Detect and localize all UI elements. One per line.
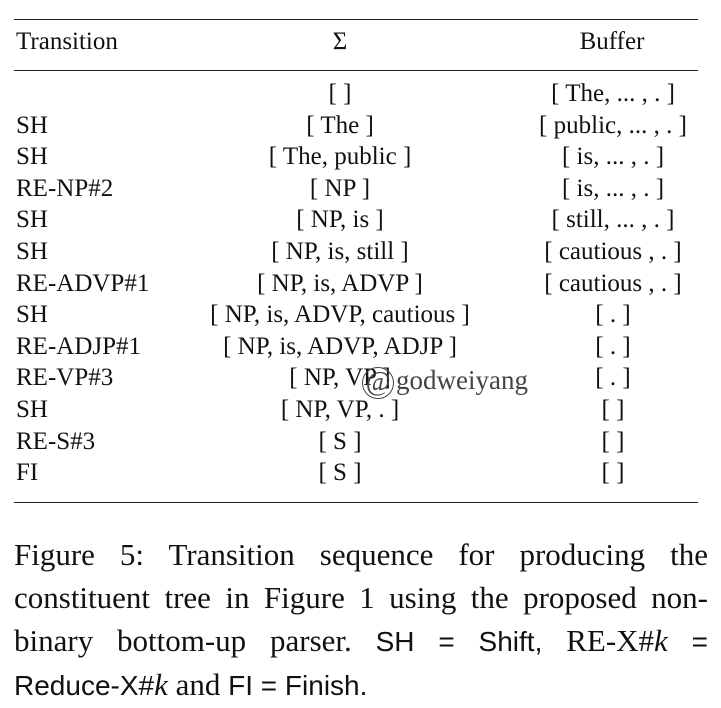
caption-finish-def: = Finish. [253, 670, 368, 701]
table-row: [ ] [ The, ... , . ] [0, 78, 721, 110]
cell-sigma: [ NP, is, ADVP, cautious ] [210, 301, 470, 329]
table-top-rule [14, 19, 698, 21]
cell-sigma: [ S ] [318, 459, 362, 487]
caption-re: RE-X# [566, 623, 655, 658]
cell-sigma: [ NP, is, ADVP, ADJP ] [223, 332, 457, 360]
table-row: SH [ NP, is ] [ still, ... , . ] [0, 204, 721, 236]
cell-buffer: [ . ] [595, 364, 631, 392]
caption-lead: Figure 5: Transition sequence for produc… [14, 537, 708, 658]
cell-transition: SH [16, 237, 48, 265]
table-row: SH [ The ] [ public, ... , . ] [0, 110, 721, 142]
cell-buffer: [ The, ... , . ] [551, 80, 675, 107]
cell-buffer: [ still, ... , . ] [551, 206, 675, 234]
cell-buffer: [ cautious , . ] [544, 237, 682, 265]
cell-sigma: [ S ] [318, 427, 362, 455]
caption-and: and [167, 667, 229, 702]
cell-sigma: [ ] [328, 80, 352, 107]
caption-reduce-def: = Reduce-X# [14, 626, 708, 701]
cell-buffer: [ is, ... , . ] [561, 174, 665, 202]
cell-sigma: [ NP, is, ADVP ] [257, 269, 423, 297]
header-transition: Transition [16, 28, 118, 55]
cell-transition: SH [16, 395, 48, 423]
caption-k-2: k [154, 667, 168, 702]
cell-sigma: [ NP, VP ] [289, 364, 391, 392]
cell-buffer: [ public, ... , . ] [539, 111, 687, 139]
header-buffer: Buffer [579, 28, 645, 55]
cell-buffer: [ ] [601, 459, 625, 487]
table-row: RE-ADJP#1 [ NP, is, ADVP, ADJP ] [ . ] [0, 331, 721, 363]
cell-transition: SH [16, 206, 48, 234]
table-row: SH [ NP, is, ADVP, cautious ] [ . ] [0, 299, 721, 331]
cell-buffer: [ ] [601, 427, 625, 455]
cell-transition: RE-ADJP#1 [16, 332, 142, 360]
caption-shift-def: = Shift, [414, 626, 567, 657]
table-row: SH [ NP, VP, . ] [ ] [0, 394, 721, 426]
cell-sigma: [ NP, is, still ] [271, 237, 409, 265]
cell-transition: FI [16, 459, 39, 487]
caption-fi: FI [228, 670, 254, 701]
caption-sh: SH [375, 626, 415, 657]
cell-transition: RE-VP#3 [16, 364, 114, 392]
cell-transition: RE-ADVP#1 [16, 269, 150, 297]
cell-transition: RE-NP#2 [16, 174, 114, 202]
table-row: RE-ADVP#1 [ NP, is, ADVP ] [ cautious , … [0, 268, 721, 300]
figure-caption: Figure 5: Transition sequence for produc… [14, 533, 708, 707]
table-bottom-rule [14, 502, 698, 504]
caption-k-1: k [654, 623, 668, 658]
table-body: [ ] [ The, ... , . ] SH [ The ] [ public… [0, 78, 721, 489]
cell-transition: SH [16, 143, 48, 171]
cell-buffer: [ is, ... , . ] [561, 143, 665, 171]
table-row: SH [ The, public ] [ is, ... , . ] [0, 141, 721, 173]
cell-buffer: [ . ] [595, 301, 631, 329]
table-row: SH [ NP, is, still ] [ cautious , . ] [0, 236, 721, 268]
cell-sigma: [ NP, is ] [296, 206, 384, 234]
cell-transition: SH [16, 111, 48, 139]
table-row: RE-VP#3 [ NP, VP ] [ . ] [0, 362, 721, 394]
cell-buffer: [ cautious , . ] [544, 269, 682, 297]
cell-buffer: [ . ] [595, 332, 631, 360]
cell-sigma: [ NP ] [309, 174, 371, 202]
cell-sigma: [ The ] [306, 111, 374, 139]
cell-transition: RE-S#3 [16, 427, 96, 455]
table-row: FI [ S ] [ ] [0, 457, 721, 489]
cell-sigma: [ NP, VP, . ] [280, 395, 400, 423]
cell-sigma: [ The, public ] [268, 143, 412, 171]
table-row: RE-S#3 [ S ] [ ] [0, 426, 721, 458]
cell-buffer: [ ] [601, 395, 625, 423]
table-row: RE-NP#2 [ NP ] [ is, ... , . ] [0, 173, 721, 205]
header-sigma: Σ [332, 28, 348, 55]
table-header-rule [14, 70, 698, 71]
cell-transition: SH [16, 301, 48, 329]
